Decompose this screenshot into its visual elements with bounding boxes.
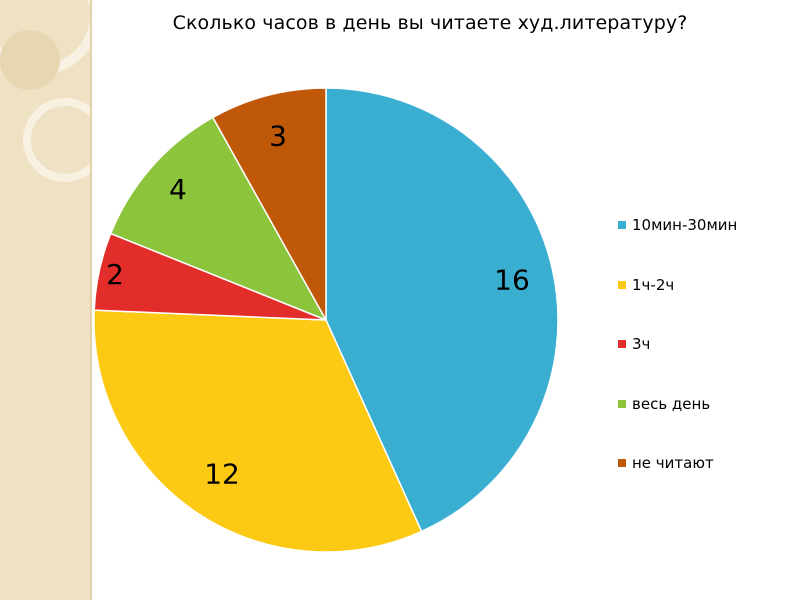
decorative-side-strip: [0, 0, 92, 600]
pie-slices: [93, 87, 559, 553]
legend-item-2: 1ч-2ч: [618, 274, 674, 296]
data-label-1: 16: [494, 263, 530, 296]
legend-label: не читают: [632, 454, 714, 472]
legend-swatch: [618, 221, 626, 229]
legend-item-4: весь день: [618, 393, 710, 415]
data-label-4: 4: [169, 173, 187, 206]
pie-slice-2: [93, 309, 423, 553]
legend-label: 3ч: [632, 335, 651, 353]
legend-item-3: 3ч: [618, 333, 650, 355]
pie-slice-1: [325, 87, 559, 533]
legend-swatch: [618, 340, 626, 348]
legend-swatch: [618, 280, 626, 289]
legend-swatch: [618, 399, 626, 408]
chart-title: Сколько часов в день вы читаете худ.лите…: [172, 12, 688, 34]
decorative-rings-icon: [0, 0, 90, 182]
pie-data-labels: 16 12 2 4 3: [106, 119, 530, 490]
legend-item-5: не читают: [618, 452, 714, 474]
pie-slice-5: [211, 87, 327, 323]
legend-item-1: 10мин-30мин: [618, 214, 737, 236]
data-label-2: 12: [204, 457, 240, 490]
legend-label: 1ч-2ч: [632, 275, 675, 294]
data-label-5: 3: [269, 119, 287, 152]
legend-label: весь день: [632, 394, 711, 413]
pie-slice-4: [109, 116, 328, 322]
legend-swatch: [618, 459, 626, 467]
data-label-3: 2: [106, 258, 124, 291]
legend-label: 10мин-30мин: [632, 216, 738, 234]
